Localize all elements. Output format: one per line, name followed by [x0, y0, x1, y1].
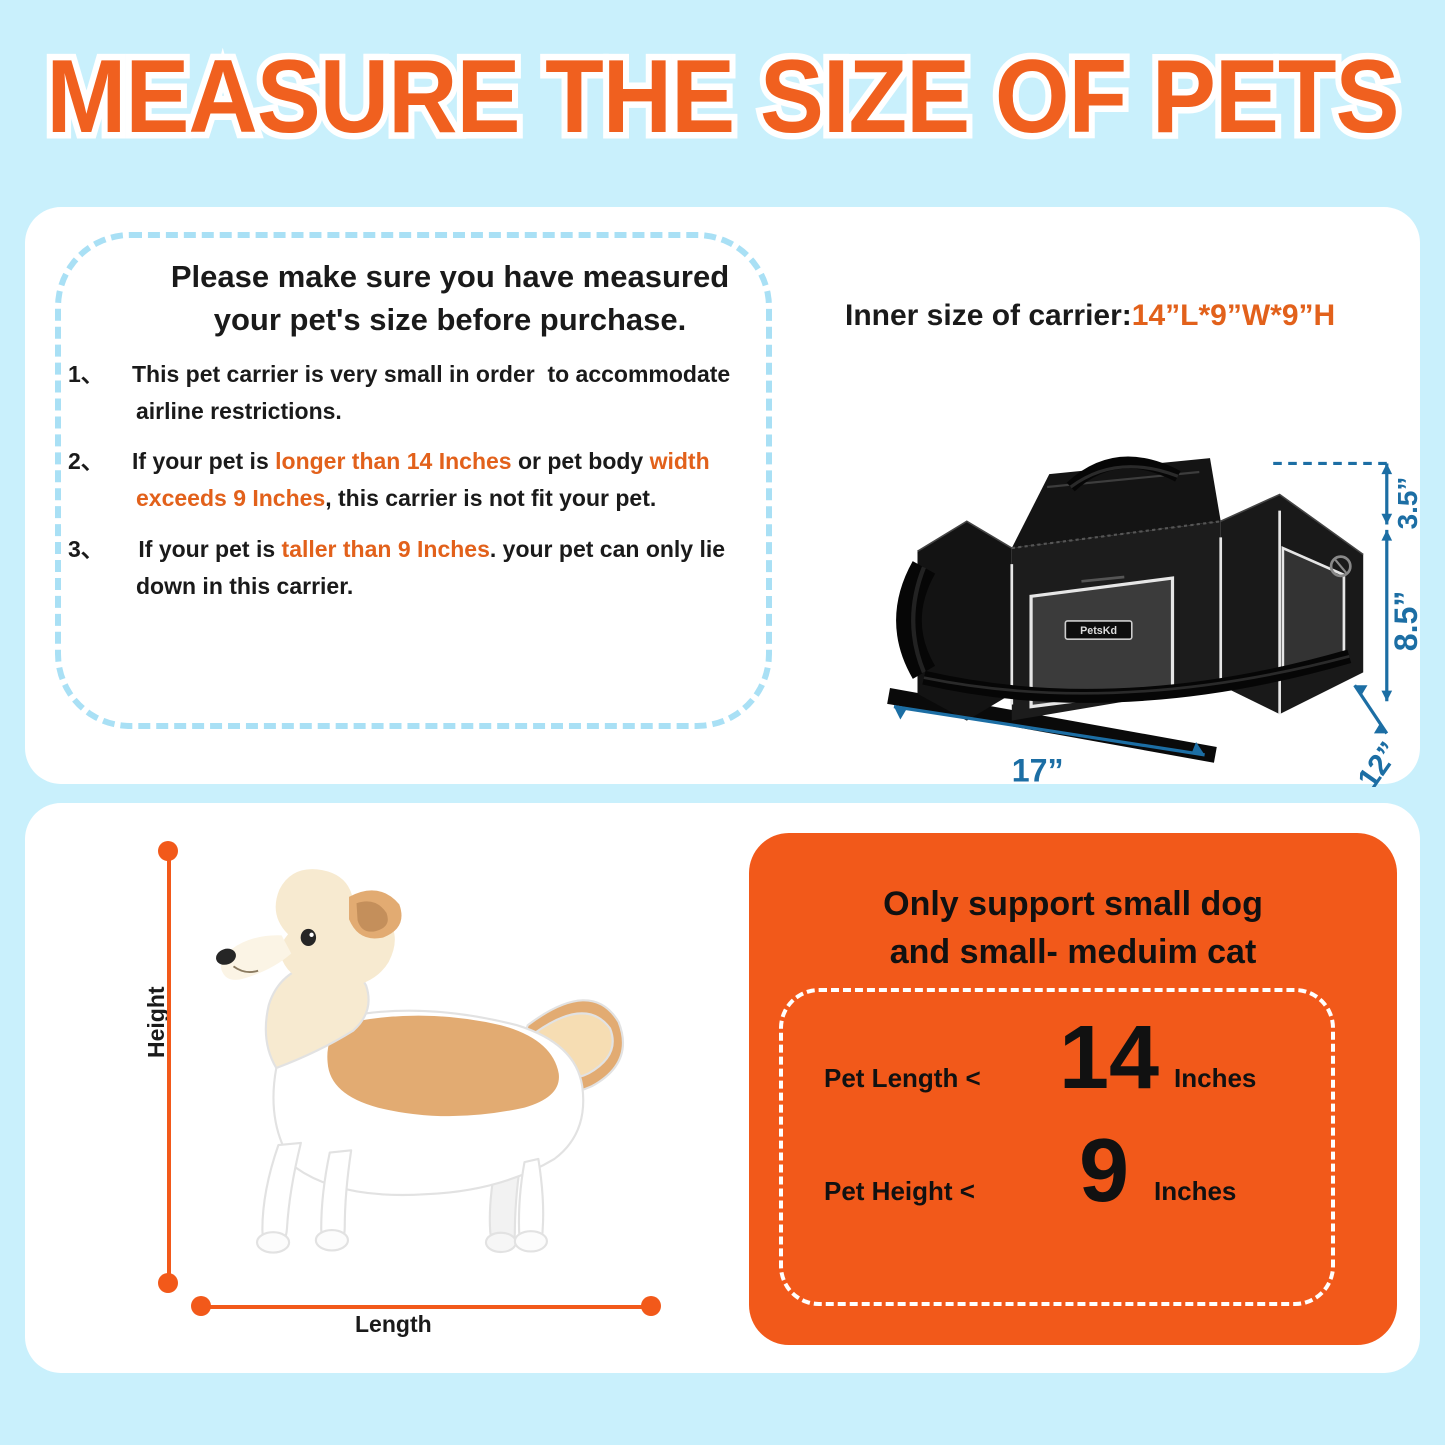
svg-text:12”: 12” [1352, 736, 1407, 787]
svg-text:8.5”: 8.5” [1388, 591, 1420, 652]
svg-text:PetsKd: PetsKd [1080, 625, 1117, 637]
svg-text:17”: 17” [1012, 753, 1064, 787]
svg-text:3.5”: 3.5” [1392, 477, 1420, 530]
